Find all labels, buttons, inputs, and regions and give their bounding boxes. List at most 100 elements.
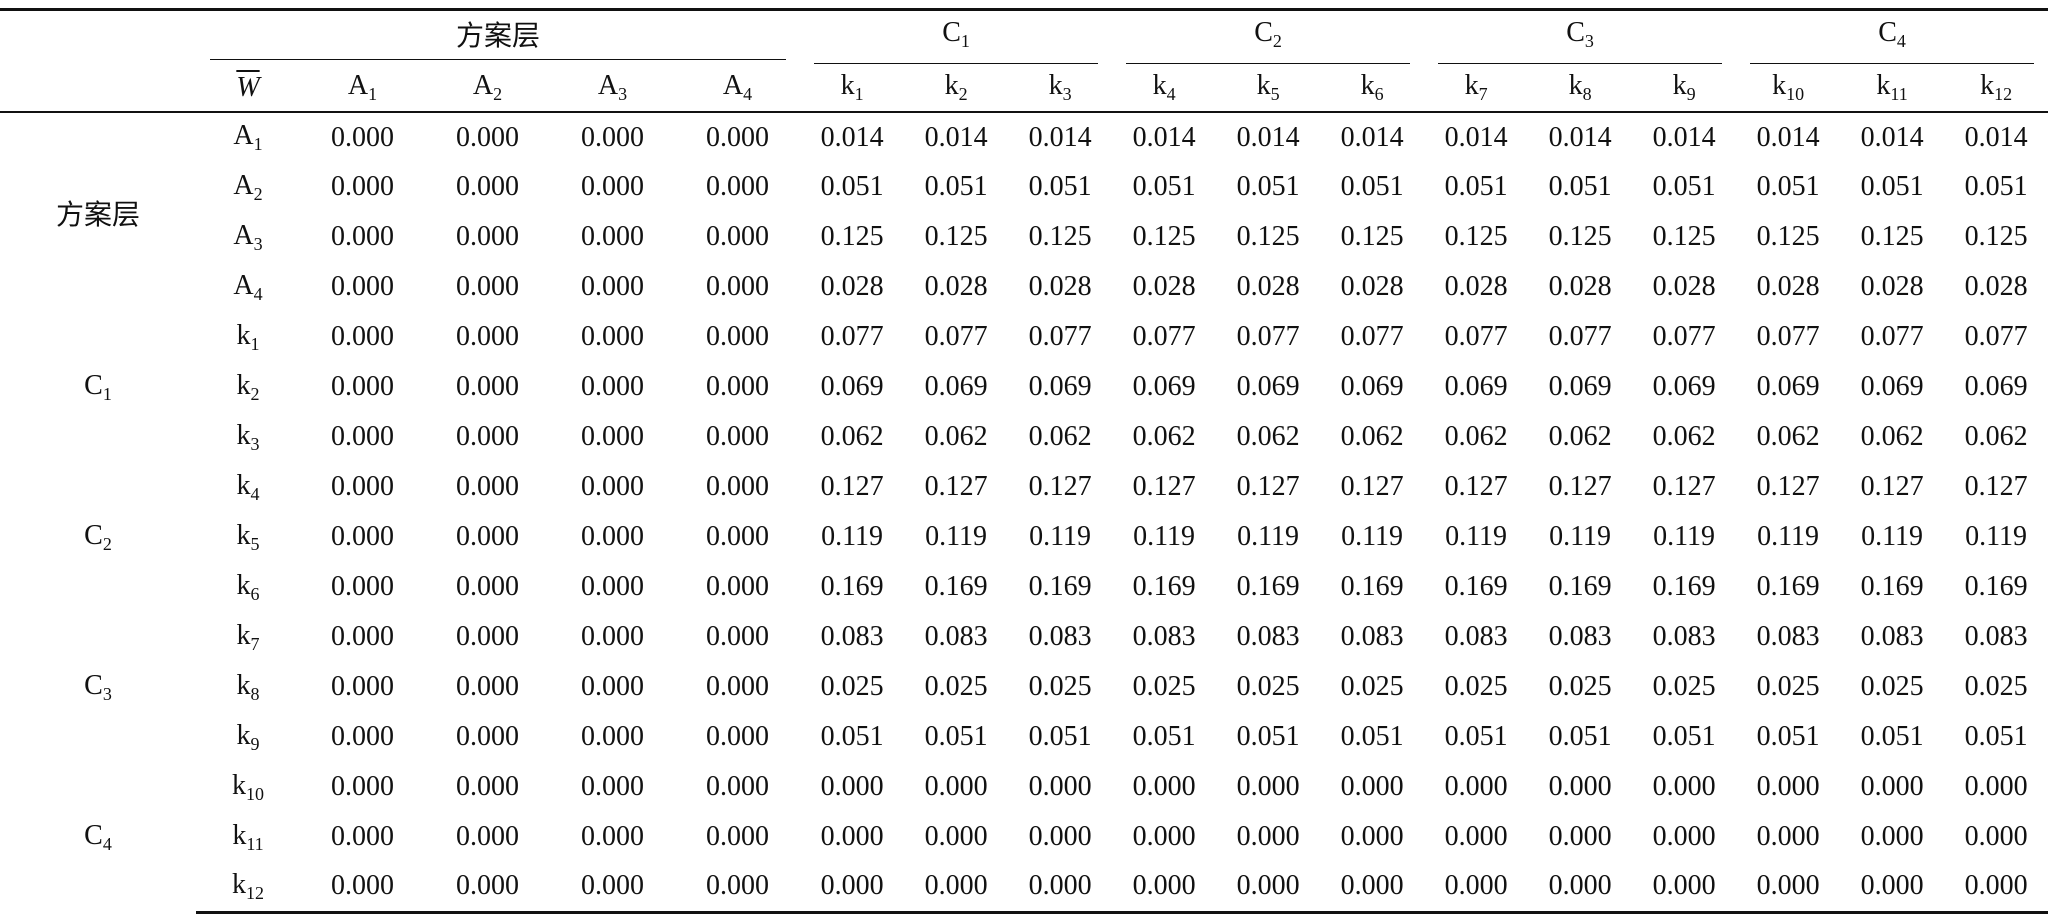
group-header: C1 [800, 8, 1113, 64]
value-cell: 0.014 [1964, 121, 2028, 153]
value-cell: 0.069 [1756, 371, 1820, 402]
data-table: 方案层 C1 C2 C3 C4 W A1 A2 A3 A4 k1 k2 k3 k4 k5 k6 k7 k8 k9 k… [0, 8, 2048, 914]
label-subscript: 5 [250, 533, 260, 554]
column-header: A4 [675, 64, 801, 113]
value-cell: 0.014 [1756, 121, 1820, 153]
value-cell: 0.125 [1652, 221, 1716, 252]
label-text: C [84, 369, 103, 401]
value-cell: 0.169 [820, 571, 884, 602]
value-cell: 0.127 [1756, 471, 1820, 502]
value-cell: 0.000 [581, 221, 644, 252]
row-label: k4 [196, 462, 300, 512]
label-subscript: 2 [250, 383, 260, 404]
column-header: k10 [1736, 64, 1841, 113]
value-cell: 0.083 [1548, 621, 1612, 652]
value-cell: 0.083 [1028, 621, 1092, 652]
value-cell: 0.000 [331, 321, 394, 352]
value-cell: 0.119 [1029, 521, 1092, 552]
label-text: k [236, 419, 251, 451]
row-label: k9 [196, 712, 300, 762]
label-subscript: 1 [854, 84, 864, 104]
value-cell: 0.025 [1964, 671, 2028, 702]
value-cell: 0.000 [1840, 862, 1945, 914]
group-header-underline: 方案层 [210, 15, 787, 60]
column-header: k5 [1216, 64, 1321, 113]
column-header: k6 [1320, 64, 1425, 113]
value-cell: 0.062 [1964, 421, 2028, 452]
label-text: k [1152, 70, 1167, 101]
value-cell: 0.000 [904, 862, 1009, 914]
value-cell: 0.051 [1652, 171, 1716, 202]
value-cell: 0.000 [924, 771, 988, 802]
value-cell: 0.169 [1236, 571, 1300, 602]
value-cell: 0.028 [1964, 271, 2028, 302]
value-cell: 0.000 [581, 421, 644, 452]
value-cell: 0.125 [1860, 221, 1924, 252]
value-cell: 0.000 [581, 671, 644, 702]
value-cell: 0.000 [331, 171, 394, 202]
value-cell: 0.000 [581, 371, 644, 402]
row-label: k8 [196, 662, 300, 712]
value-cell: 0.028 [1028, 271, 1092, 302]
label-subscript: 3 [250, 433, 260, 454]
label-text: k [232, 868, 246, 900]
label-text: k [1980, 70, 1995, 101]
value-cell: 0.051 [1340, 171, 1404, 202]
value-cell: 0.062 [1236, 421, 1300, 452]
value-cell: 0.025 [1548, 671, 1612, 702]
value-cell: 0.069 [1652, 371, 1716, 402]
value-cell: 0.051 [820, 171, 884, 202]
label-text: C [1254, 17, 1273, 48]
value-cell: 0.000 [1008, 862, 1113, 914]
column-header: k8 [1528, 64, 1633, 113]
value-cell: 0.119 [1653, 521, 1716, 552]
label-subscript: 3 [1584, 31, 1594, 51]
value-cell: 0.077 [1756, 321, 1820, 352]
value-cell: 0.000 [1028, 821, 1092, 852]
value-cell: 0.014 [1652, 121, 1716, 153]
value-cell: 0.069 [1860, 371, 1924, 402]
column-header: k2 [904, 64, 1009, 113]
table-row: k3 0.000 0.000 0.000 0.000 0.062 0.062 0.062 0.0… [0, 412, 2048, 462]
label-text: k [236, 669, 251, 701]
value-cell: 0.169 [1132, 571, 1196, 602]
value-cell: 0.000 [706, 621, 770, 652]
value-cell: 0.169 [1444, 571, 1508, 602]
table-row: A4 0.000 0.000 0.000 0.000 0.028 0.028 0.028 0.0… [0, 262, 2048, 312]
label-subscript: 2 [493, 84, 503, 104]
value-cell: 0.000 [1444, 821, 1508, 852]
value-cell: 0.000 [331, 621, 394, 652]
label-text: k [1048, 70, 1063, 101]
label-text: k [1772, 70, 1787, 101]
value-cell: 0.000 [581, 121, 644, 153]
value-cell: 0.127 [1340, 471, 1404, 502]
value-cell: 0.000 [456, 321, 519, 352]
value-cell: 0.077 [1132, 321, 1196, 352]
value-cell: 0.062 [820, 421, 884, 452]
value-cell: 0.025 [1756, 671, 1820, 702]
value-cell: 0.083 [1340, 621, 1404, 652]
label-text: k [232, 819, 247, 851]
column-header: k7 [1424, 64, 1529, 113]
value-cell: 0.000 [706, 171, 770, 202]
value-cell: 0.077 [1964, 321, 2028, 352]
value-cell: 0.014 [820, 121, 884, 153]
label-subscript: 3 [1062, 84, 1072, 104]
value-cell: 0.000 [706, 571, 770, 602]
label-text: A [722, 70, 744, 101]
value-cell: 0.051 [1340, 721, 1404, 752]
label-text: k [1876, 70, 1891, 101]
label-subscript: 12 [246, 882, 264, 903]
value-cell: 0.051 [820, 721, 884, 752]
row-group-label: C3 [0, 612, 196, 762]
value-cell: 0.028 [1132, 271, 1196, 302]
table-row: C2 k4 0.000 0.000 0.000 0.000 0.127 0.127 0.127 0… [0, 462, 2048, 554]
column-header: A3 [550, 64, 675, 113]
label-text: A [233, 219, 254, 251]
value-cell: 0.000 [331, 471, 394, 502]
table-row: C1 k1 0.000 0.000 0.000 0.000 0.077 0.077 0.077 0… [0, 312, 2048, 404]
value-cell: 0.000 [1860, 771, 1924, 802]
value-cell: 0.169 [1340, 571, 1404, 602]
column-header: k3 [1008, 64, 1113, 113]
label-subscript: 4 [743, 84, 753, 104]
